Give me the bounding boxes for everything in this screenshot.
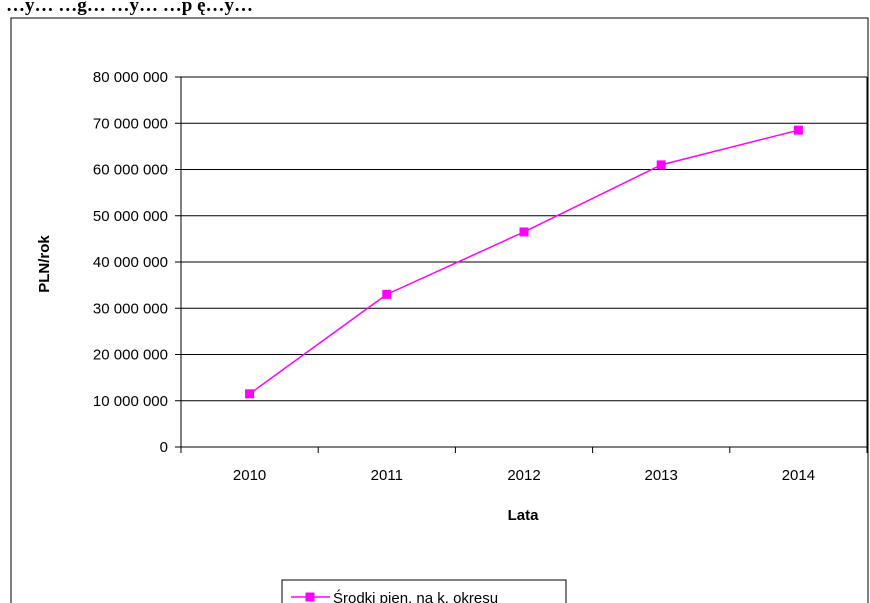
y-tick-label: 70 000 000 (93, 115, 168, 132)
x-tick-label: 2010 (233, 467, 266, 484)
data-point-marker (382, 289, 392, 299)
y-tick-label: 0 (160, 439, 168, 456)
y-axis-title: PLN/rok (36, 235, 53, 293)
legend-marker (305, 592, 315, 602)
x-axis-title: Lata (508, 507, 540, 524)
y-tick-label: 60 000 000 (93, 162, 168, 179)
chart-heading-cropped: …y… …g… …y… …p ę…y… (6, 0, 253, 16)
y-tick-label: 40 000 000 (93, 254, 168, 271)
y-tick-label: 10 000 000 (93, 393, 168, 410)
legend: Środki pien. na k. okresu (281, 579, 567, 603)
x-axis-ticks: 2010 2011 2012 2013 2014 (180, 447, 868, 484)
x-tick-label: 2011 (371, 467, 403, 484)
data-point-marker (245, 389, 255, 399)
y-axis-ticks: 0 10 000 000 20 000 000 30 000 000 40 000 00… (93, 69, 181, 456)
y-tick-label: 20 000 000 (93, 347, 168, 364)
legend-box (281, 579, 567, 603)
chart-border (10, 17, 869, 603)
x-tick-label: 2013 (645, 467, 678, 484)
series-layer (245, 125, 803, 399)
x-tick-label: 2012 (507, 467, 540, 484)
x-tick-label: 2014 (782, 467, 815, 484)
y-tick-label: 50 000 000 (93, 208, 168, 225)
y-tick-label: 30 000 000 (93, 300, 168, 317)
legend-label: Środki pien. na k. okresu (333, 589, 498, 603)
gridlines (181, 76, 867, 402)
data-point-marker (656, 160, 666, 170)
data-point-marker (519, 227, 529, 237)
data-point-marker (793, 125, 803, 135)
y-tick-label: 80 000 000 (93, 69, 168, 86)
